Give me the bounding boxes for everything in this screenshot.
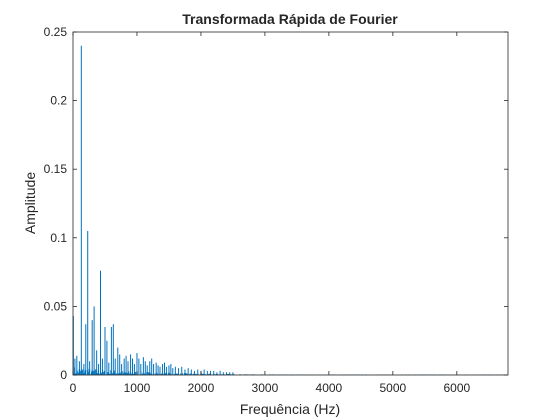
axes-box [72, 31, 509, 376]
x-tick-label: 4000 [316, 381, 343, 395]
plot-background [73, 32, 508, 375]
x-tick-label: 2000 [188, 381, 215, 395]
chart-title: Transformada Rápida de Fourier [182, 11, 398, 27]
y-tick-label: 0.2 [50, 94, 67, 108]
y-tick-label: 0.25 [44, 25, 68, 39]
y-tick-label: 0.05 [44, 299, 68, 313]
y-tick-label: 0 [60, 368, 67, 382]
x-tick-label: 5000 [380, 381, 407, 395]
x-axis-label: Frequência (Hz) [240, 401, 340, 417]
y-axis-label: Amplitude [22, 172, 38, 234]
x-tick-label: 0 [70, 381, 77, 395]
y-tick-label: 0.1 [50, 231, 67, 245]
x-tick-label: 3000 [252, 381, 279, 395]
axes: 0 1000 2000 3000 4000 5000 6000 0 0.05 0.1 0.15 0.2… [44, 25, 509, 395]
x-tick-label: 6000 [443, 381, 470, 395]
x-tick-label: 1000 [124, 381, 151, 395]
y-tick-label: 0.15 [44, 162, 68, 176]
plot-area [72, 32, 508, 375]
